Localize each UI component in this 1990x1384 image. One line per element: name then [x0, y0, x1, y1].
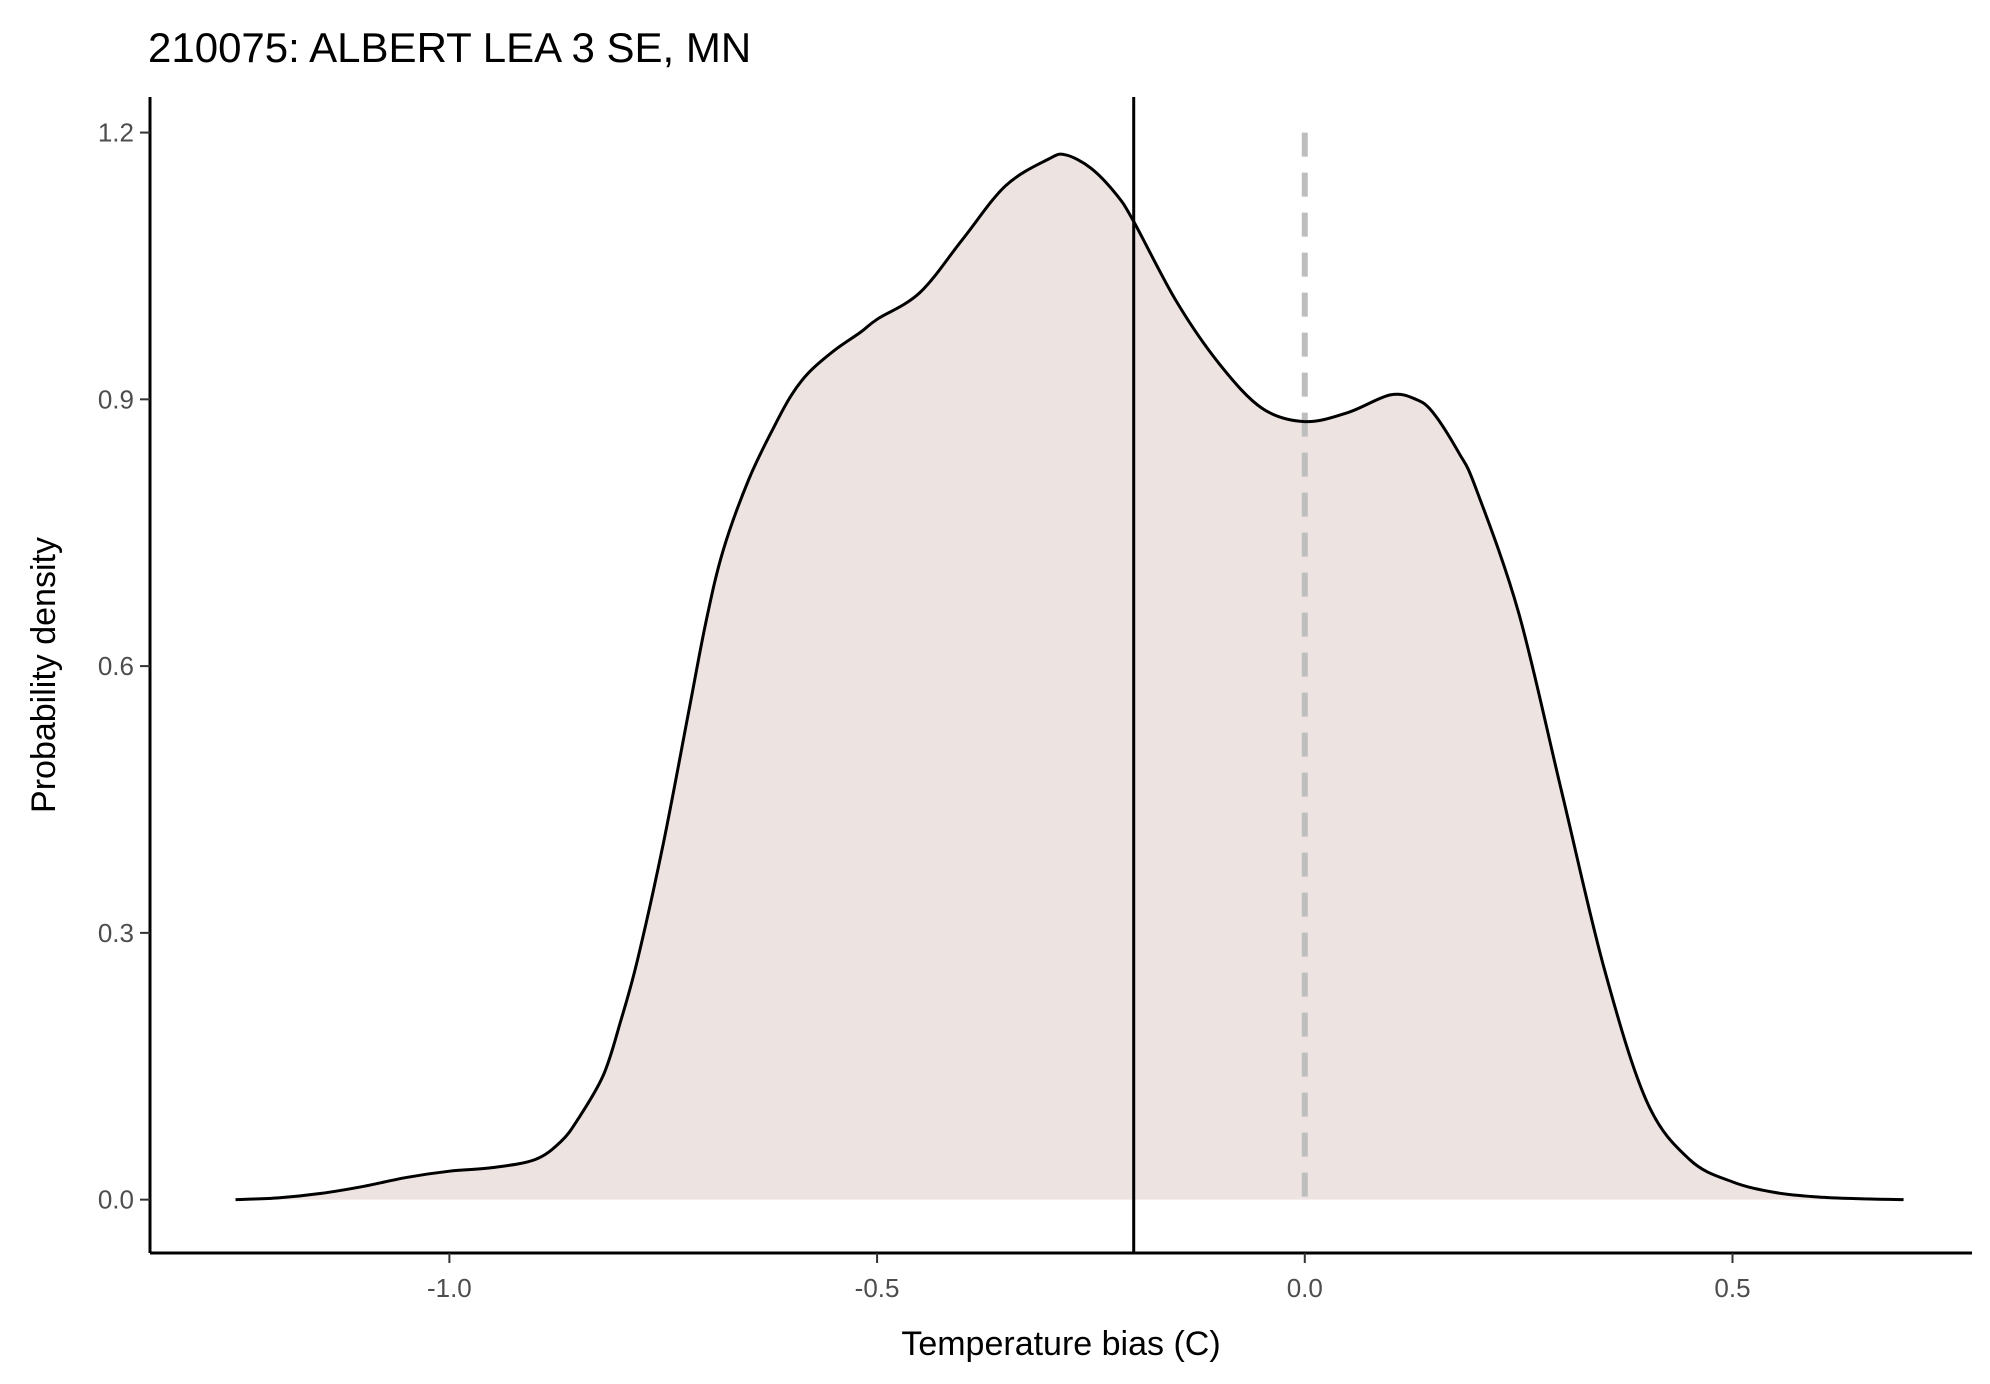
y-axis-title: Probability density [25, 537, 63, 813]
axis-ticks: -1.0 -0.5 0.0 0.5 0.0 0.3 0.6 0.9 1.2 [98, 118, 1751, 1303]
x-tick-label: -0.5 [855, 1273, 900, 1303]
y-tick-label: 0.6 [98, 651, 134, 681]
y-tick-label: 0.3 [98, 918, 134, 948]
y-tick-label: 1.2 [98, 118, 134, 148]
chart-title: 210075: ALBERT LEA 3 SE, MN [148, 24, 751, 71]
x-axis-title: Temperature bias (C) [901, 1325, 1220, 1363]
x-tick-label: 0.5 [1714, 1273, 1750, 1303]
y-tick-label: 0.0 [98, 1185, 134, 1215]
x-tick-label: 0.0 [1287, 1273, 1323, 1303]
plot-area [235, 97, 1904, 1253]
density-fill [235, 154, 1904, 1200]
x-tick-label: -1.0 [427, 1273, 472, 1303]
y-tick-label: 0.9 [98, 384, 134, 414]
density-line [235, 152, 1904, 1202]
